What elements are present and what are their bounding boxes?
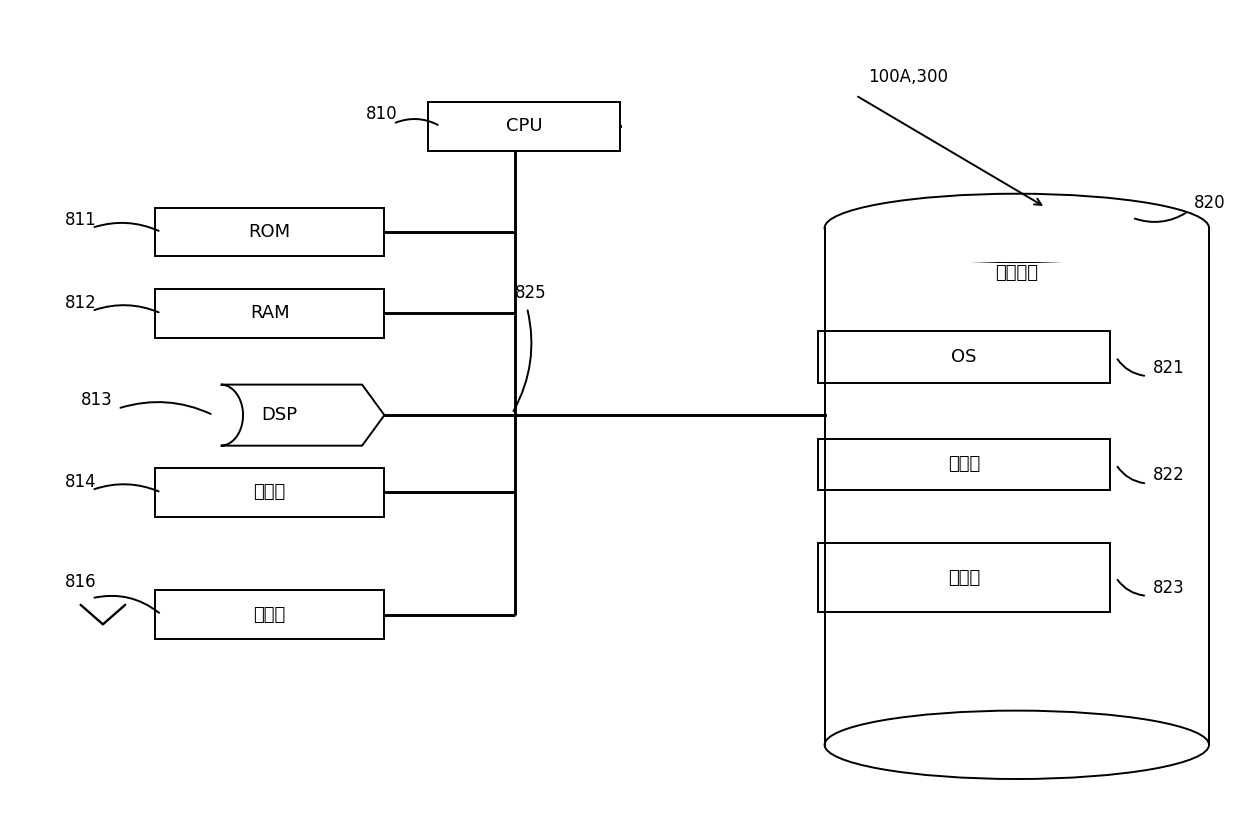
Text: 821: 821	[1153, 359, 1185, 377]
Text: 812: 812	[64, 294, 97, 312]
Bar	[825, 228, 1209, 262]
Text: 磁盘装置: 磁盘装置	[996, 264, 1038, 282]
Text: 816: 816	[64, 573, 97, 591]
Text: 通信板: 通信板	[253, 606, 286, 624]
Ellipse shape	[825, 194, 1209, 262]
Text: 811: 811	[64, 211, 97, 229]
Text: 操作键: 操作键	[253, 484, 286, 501]
FancyBboxPatch shape	[428, 102, 620, 151]
FancyBboxPatch shape	[818, 331, 1110, 383]
Text: RAM: RAM	[250, 304, 289, 322]
FancyBboxPatch shape	[155, 289, 384, 338]
Bar	[825, 228, 1209, 745]
FancyBboxPatch shape	[818, 439, 1110, 490]
Text: OS: OS	[951, 348, 977, 366]
Text: 810: 810	[366, 105, 398, 123]
Text: 程序组: 程序组	[947, 455, 981, 474]
Text: 823: 823	[1153, 579, 1185, 597]
Text: 820: 820	[1194, 195, 1226, 212]
FancyBboxPatch shape	[818, 543, 1110, 612]
Text: CPU: CPU	[506, 117, 542, 135]
FancyBboxPatch shape	[155, 590, 384, 639]
Polygon shape	[221, 385, 384, 446]
Ellipse shape	[825, 711, 1209, 779]
Text: 825: 825	[515, 284, 547, 302]
Text: 100A,300: 100A,300	[868, 68, 949, 86]
Text: ROM: ROM	[249, 223, 290, 241]
Text: DSP: DSP	[260, 406, 298, 424]
Text: 822: 822	[1153, 466, 1185, 484]
FancyBboxPatch shape	[155, 468, 384, 517]
Text: 813: 813	[81, 392, 113, 409]
FancyBboxPatch shape	[155, 208, 384, 256]
Text: 814: 814	[64, 473, 97, 491]
Text: 文件组: 文件组	[947, 568, 981, 587]
